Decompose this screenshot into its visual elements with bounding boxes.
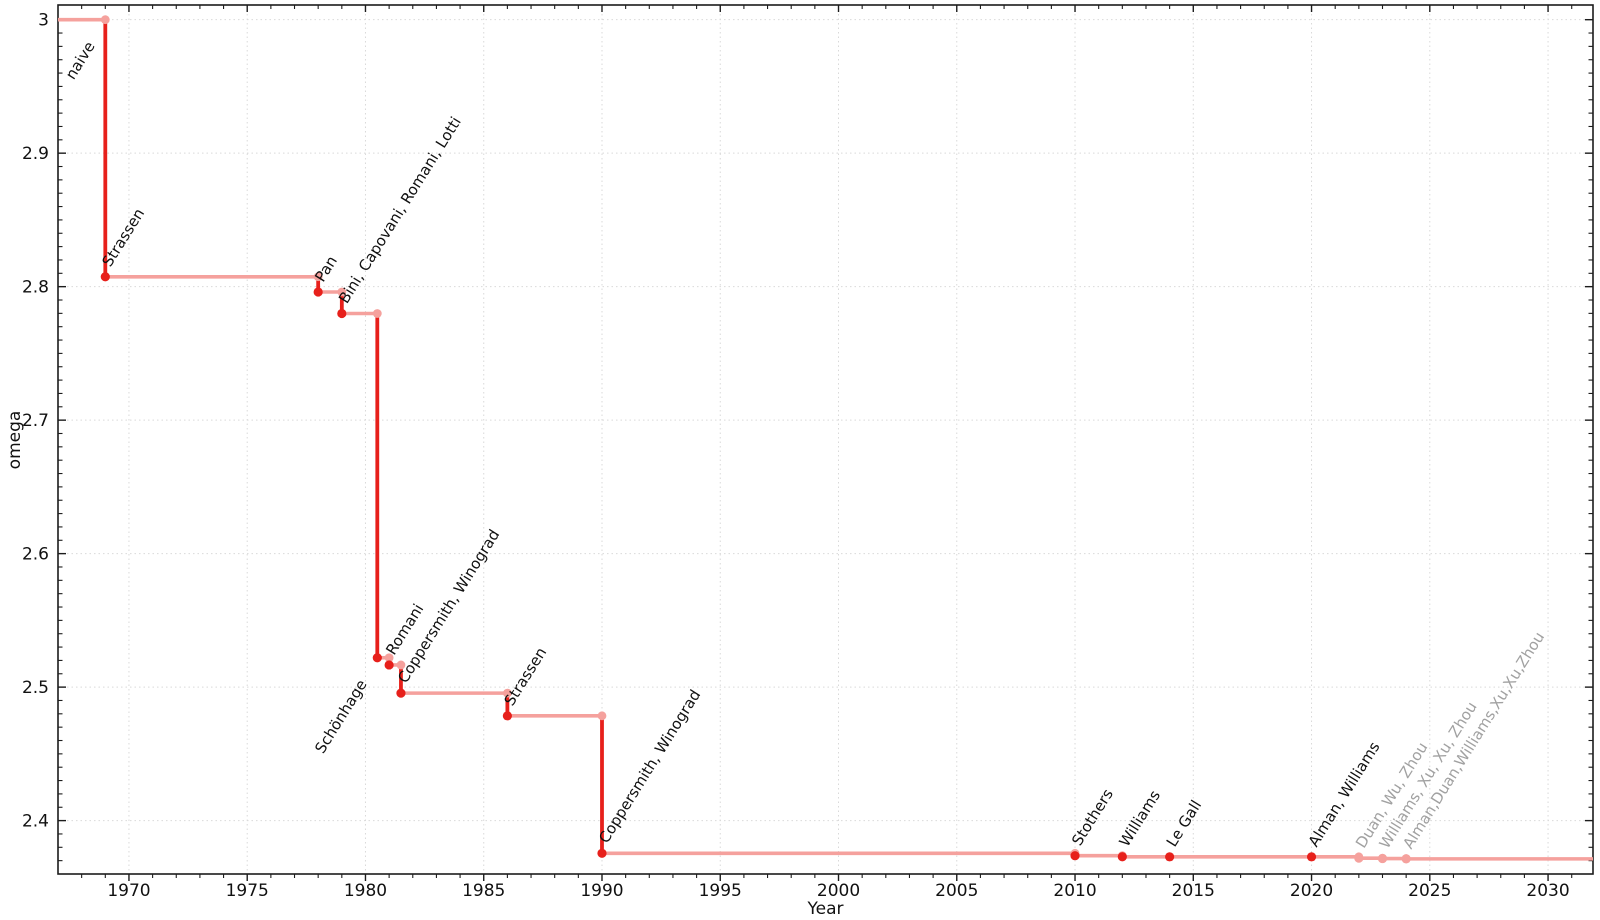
data-point [1165, 852, 1175, 862]
point-label: Alman,Duan,Williams,Xu,Xu,Zhou [1399, 629, 1548, 852]
plot-frame [57, 4, 1594, 875]
step-corner-point [502, 688, 512, 698]
y-tick-label: 2.8 [22, 278, 49, 298]
point-label: Schönhage [311, 676, 370, 756]
data-point [1377, 853, 1388, 864]
data-point [337, 308, 347, 319]
y-tick-label: 2.7 [22, 411, 49, 431]
data-point [313, 287, 323, 297]
data-point [1354, 853, 1364, 863]
data-point [396, 688, 406, 698]
data-point [1117, 852, 1127, 862]
data-point [502, 711, 512, 721]
data-point [1306, 852, 1317, 862]
data-point [1401, 854, 1411, 864]
data-point [100, 272, 110, 282]
point-label: Strassen [501, 644, 551, 709]
y-tick-label: 2.5 [22, 678, 49, 698]
point-label: Williams [1115, 787, 1164, 850]
point-label: Coppersmith, Winograd [595, 686, 704, 846]
y-axis-title: omega [5, 410, 25, 470]
step-corner-point [313, 272, 323, 282]
step-corner-point [100, 15, 110, 25]
x-tick-label: 1985 [462, 881, 505, 901]
data-point [1070, 851, 1080, 861]
x-tick-label: 2010 [1053, 881, 1096, 901]
step-corner-point [337, 287, 347, 297]
step-corner-point [372, 309, 382, 318]
x-tick-label: 2030 [1526, 881, 1569, 901]
data-point [384, 660, 394, 670]
x-tick-label: 2015 [1172, 881, 1215, 901]
x-tick-label: 2005 [935, 881, 978, 901]
point-label: naive [62, 38, 99, 82]
x-axis-title: Year [807, 899, 844, 919]
y-tick-label: 2.6 [22, 545, 49, 565]
x-tick-label: 2020 [1290, 881, 1333, 901]
point-label: Bini, Capovani, Romani, Lotti [335, 114, 465, 307]
step-corner-point [384, 653, 394, 663]
x-tick-label: 1970 [107, 881, 150, 901]
point-label: Le Gall [1163, 797, 1205, 850]
y-tick-label: 3 [38, 11, 49, 31]
x-tick-label: 2000 [817, 881, 860, 901]
x-tick-label: 1975 [226, 881, 269, 901]
x-tick-label: 1980 [344, 881, 387, 901]
data-point [372, 653, 382, 663]
point-label: Stothers [1068, 786, 1117, 849]
x-tick-label: 1990 [580, 881, 623, 901]
step-corner-point [597, 711, 607, 721]
data-point [597, 848, 607, 858]
x-tick-label: 2025 [1408, 881, 1451, 901]
x-tick-label: 1995 [699, 881, 742, 901]
y-tick-label: 2.4 [22, 812, 49, 832]
y-tick-label: 2.9 [22, 144, 49, 164]
step-corner-point [396, 660, 406, 670]
